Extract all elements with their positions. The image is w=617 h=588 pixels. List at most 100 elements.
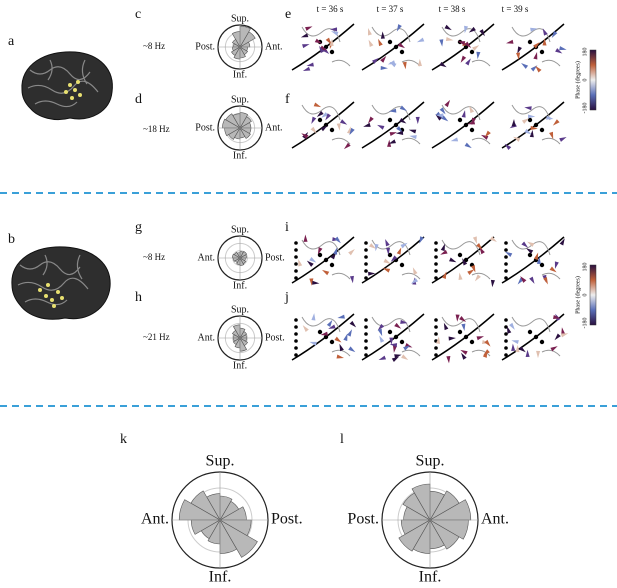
phase-arrow bbox=[461, 323, 466, 332]
rose-label: Ant. bbox=[198, 252, 216, 263]
phase-arrow bbox=[518, 346, 526, 353]
phase-arrow bbox=[320, 125, 328, 132]
phase-arrow bbox=[476, 243, 483, 250]
phase-snapshot bbox=[431, 99, 495, 149]
phase-arrow bbox=[368, 39, 374, 47]
electrode bbox=[457, 117, 463, 123]
sulcus-line bbox=[441, 26, 491, 67]
phase-arrow bbox=[403, 345, 411, 351]
phase-arrow bbox=[504, 143, 512, 151]
phase-arrow bbox=[336, 123, 341, 131]
electrode bbox=[294, 339, 298, 343]
phase-arrow bbox=[551, 30, 558, 38]
phase-arrow bbox=[339, 343, 344, 352]
phase-arrow bbox=[484, 339, 491, 347]
electrode bbox=[329, 262, 335, 268]
phase-arrow bbox=[543, 277, 548, 285]
phase-arrow bbox=[444, 24, 452, 31]
rose-label: Ant. bbox=[265, 122, 283, 133]
phase-snapshot bbox=[501, 101, 567, 151]
sulcus-line bbox=[371, 104, 421, 145]
electrode bbox=[469, 127, 475, 133]
phase-arrow bbox=[310, 126, 317, 134]
phase-arrow bbox=[440, 249, 448, 255]
electrode bbox=[463, 257, 469, 263]
sulcus-line bbox=[511, 316, 561, 357]
panel-label: g bbox=[135, 220, 142, 235]
rose-wedge bbox=[239, 250, 248, 259]
phase-arrow bbox=[559, 137, 567, 142]
frequency-label: ~8 Hz bbox=[143, 41, 165, 51]
electrode bbox=[527, 329, 533, 335]
electrode bbox=[364, 276, 368, 280]
phase-arrow bbox=[529, 276, 535, 284]
phase-arrow bbox=[394, 322, 402, 329]
electrode bbox=[364, 353, 368, 357]
electrode bbox=[294, 255, 298, 259]
phase-arrow bbox=[368, 271, 376, 276]
phase-arrow bbox=[389, 343, 398, 348]
rose-wedge bbox=[239, 46, 249, 56]
phase-arrow bbox=[380, 31, 385, 39]
rose-wedge bbox=[239, 337, 249, 347]
phase-arrow bbox=[410, 278, 419, 284]
electrode bbox=[504, 318, 508, 322]
panel-label: i bbox=[285, 220, 289, 235]
electrode bbox=[294, 276, 298, 280]
electrode bbox=[434, 262, 438, 266]
rose-label: Post. bbox=[195, 122, 215, 133]
sulcus-line bbox=[431, 101, 495, 149]
rose-label: Inf. bbox=[419, 569, 442, 586]
phase-arrow bbox=[400, 319, 408, 324]
phase-arrow bbox=[316, 110, 324, 118]
electrode bbox=[364, 332, 368, 336]
phase-arrow bbox=[325, 37, 332, 45]
phase-arrow bbox=[530, 125, 538, 130]
phase-arrow bbox=[513, 136, 521, 142]
brain-image bbox=[11, 246, 111, 320]
electrode bbox=[294, 241, 298, 245]
phase-arrow bbox=[524, 106, 532, 111]
phase-arrow bbox=[397, 42, 406, 49]
electrode bbox=[434, 325, 438, 329]
electrode bbox=[393, 122, 399, 128]
phase-arrow bbox=[329, 27, 338, 32]
sulcus-line bbox=[431, 236, 495, 284]
phase-arrow bbox=[336, 354, 344, 359]
rose-label: Post. bbox=[265, 252, 285, 263]
phase-arrow bbox=[467, 120, 476, 125]
rose-label: Ant. bbox=[481, 511, 509, 528]
electrode bbox=[539, 262, 545, 268]
phase-snapshot bbox=[501, 313, 569, 361]
colorbar-tick: 0 bbox=[582, 294, 588, 297]
phase-arrow bbox=[476, 51, 481, 60]
rose-wedge bbox=[398, 519, 431, 552]
electrode bbox=[504, 262, 508, 266]
panel-label: l bbox=[340, 432, 344, 447]
colorbar bbox=[589, 49, 597, 111]
phase-arrow bbox=[349, 320, 357, 328]
phase-arrow bbox=[309, 256, 317, 263]
phase-arrow bbox=[399, 118, 407, 124]
sulcus-line bbox=[291, 236, 355, 284]
phase-arrow bbox=[309, 278, 314, 286]
sulcus-line bbox=[441, 104, 491, 145]
electrode bbox=[434, 346, 438, 350]
phase-arrow bbox=[449, 257, 457, 263]
phase-arrow bbox=[554, 333, 561, 341]
electrode bbox=[294, 325, 298, 329]
phase-arrow bbox=[468, 26, 476, 33]
electrode bbox=[294, 318, 298, 322]
electrode bbox=[504, 248, 508, 252]
phase-arrow bbox=[457, 41, 466, 46]
panel-label: k bbox=[120, 432, 127, 447]
phase-arrow bbox=[546, 115, 554, 120]
electrode bbox=[504, 325, 508, 329]
phase-arrow bbox=[388, 139, 396, 144]
sulcus-line bbox=[301, 239, 351, 280]
phase-arrow bbox=[446, 356, 451, 364]
phase-arrow bbox=[442, 271, 447, 279]
sulcus-line bbox=[441, 239, 491, 280]
phase-arrow bbox=[394, 354, 402, 359]
electrode bbox=[434, 332, 438, 336]
